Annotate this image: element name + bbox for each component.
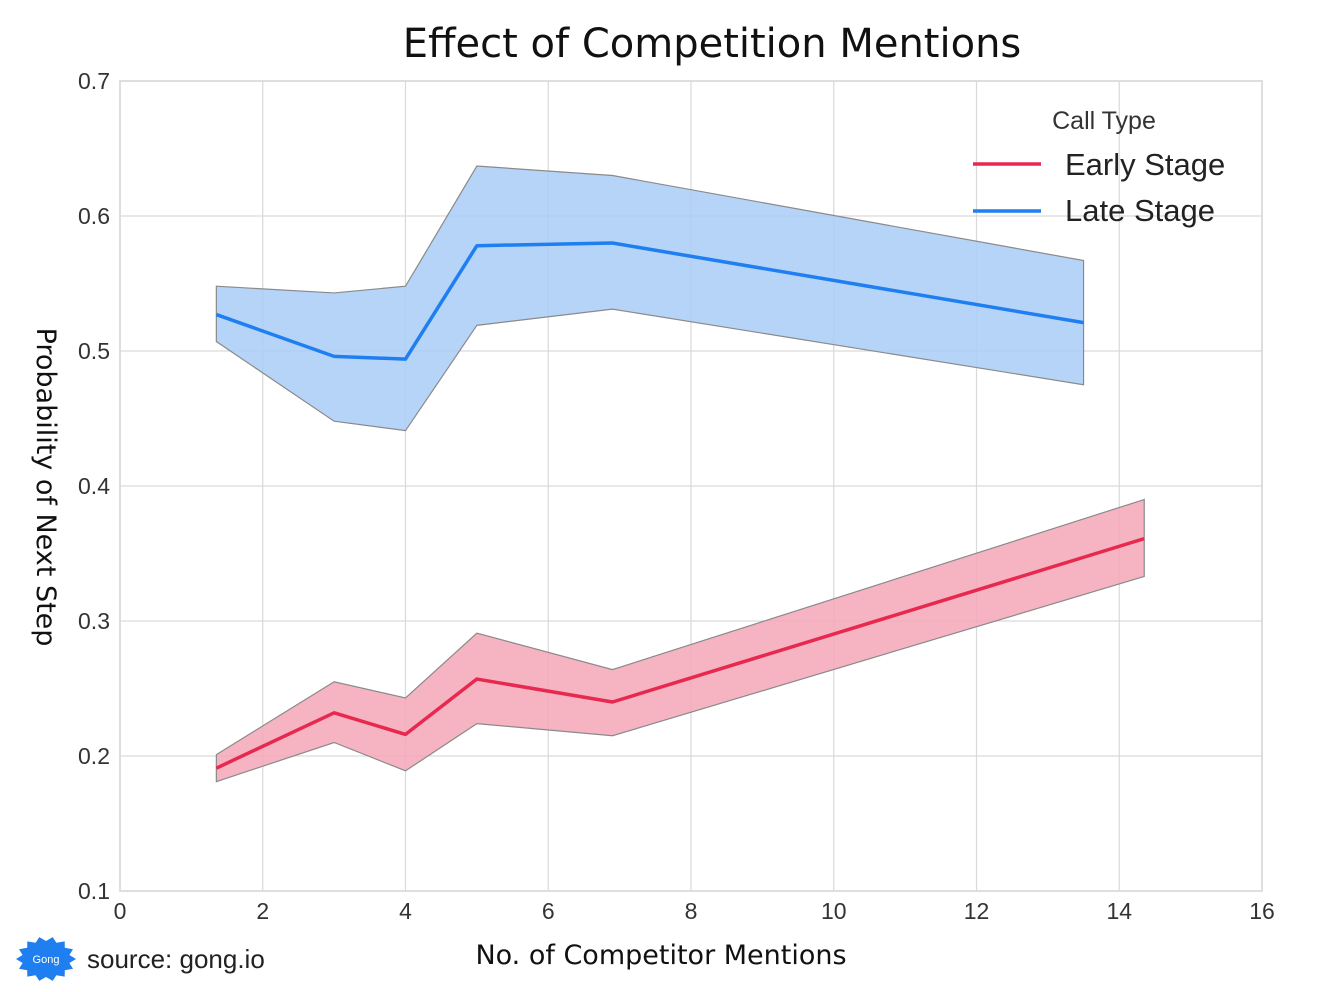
y-tick-label: 0.5 bbox=[78, 338, 110, 364]
line-early-stage bbox=[215, 536, 1145, 770]
legend-label-early-stage: Early Stage bbox=[1065, 147, 1225, 182]
y-tick-labels: 0.1 0.2 0.3 0.4 0.5 0.6 0.7 bbox=[78, 68, 110, 904]
x-tick-labels: 0 2 4 6 8 10 12 14 16 bbox=[114, 898, 1275, 924]
band-early-stage bbox=[215, 498, 1145, 783]
x-tick-label: 12 bbox=[964, 898, 990, 924]
x-tick-label: 8 bbox=[685, 898, 698, 924]
y-tick-label: 0.6 bbox=[78, 203, 110, 229]
logo-text: Gong bbox=[33, 954, 60, 966]
x-axis-label: No. of Competitor Mentions bbox=[475, 940, 846, 971]
x-tick-label: 10 bbox=[821, 898, 847, 924]
chart-title: Effect of Competition Mentions bbox=[403, 21, 1022, 67]
series-lines bbox=[215, 241, 1145, 770]
x-tick-label: 6 bbox=[542, 898, 555, 924]
x-tick-label: 2 bbox=[256, 898, 269, 924]
x-tick-label: 16 bbox=[1249, 898, 1275, 924]
y-axis-label: Probability of Next Step bbox=[30, 328, 61, 647]
y-tick-label: 0.7 bbox=[78, 68, 110, 94]
band-late-stage bbox=[215, 165, 1085, 432]
x-tick-label: 14 bbox=[1106, 898, 1132, 924]
y-tick-label: 0.3 bbox=[78, 608, 110, 634]
line-late-stage bbox=[215, 241, 1084, 361]
y-tick-label: 0.4 bbox=[78, 473, 110, 499]
confidence-bands bbox=[215, 165, 1145, 783]
x-tick-label: 4 bbox=[399, 898, 412, 924]
y-tick-label: 0.1 bbox=[78, 878, 110, 904]
source-text: source: gong.io bbox=[87, 944, 265, 974]
x-tick-label: 0 bbox=[114, 898, 127, 924]
legend-label-late-stage: Late Stage bbox=[1065, 193, 1215, 228]
y-tick-label: 0.2 bbox=[78, 743, 110, 769]
legend-title: Call Type bbox=[1052, 107, 1156, 135]
gong-logo-icon: Gong bbox=[16, 937, 76, 981]
logo-badge bbox=[16, 937, 76, 981]
legend: Call Type Early Stage Late Stage bbox=[973, 107, 1225, 228]
source-footer: Gong source: gong.io bbox=[16, 937, 265, 981]
